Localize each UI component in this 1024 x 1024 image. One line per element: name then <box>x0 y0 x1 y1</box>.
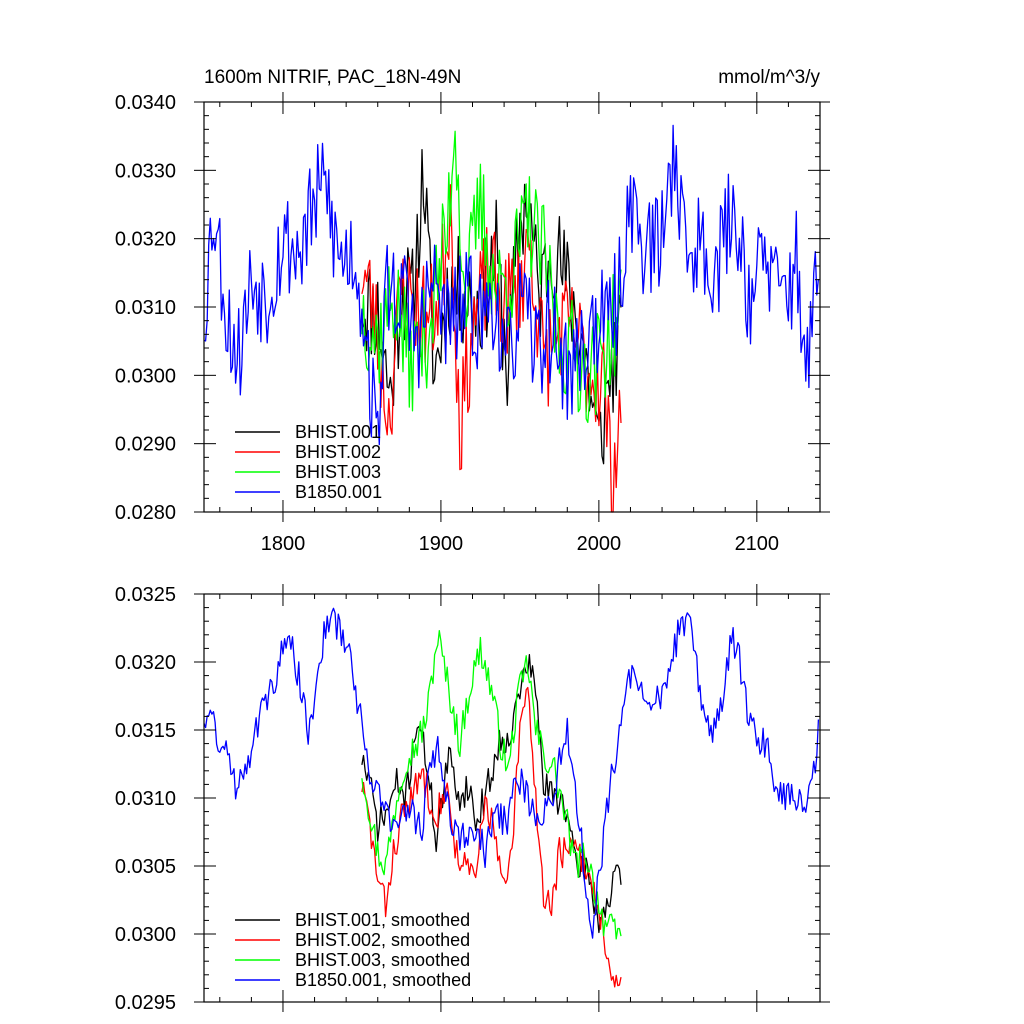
x-tick-label: 1900 <box>419 533 464 555</box>
y-tick-label: 0.0300 <box>115 924 176 946</box>
y-tick-label: 0.0300 <box>115 365 176 387</box>
y-tick-label: 0.0320 <box>115 652 176 674</box>
legend-label: BHIST.002 <box>295 442 381 462</box>
y-tick-label: 0.0340 <box>115 92 176 114</box>
y-tick-label: 0.0325 <box>115 584 176 606</box>
series-line-smoothed-b1850-001-smoothed <box>203 607 820 939</box>
legend-label: B1850.001, smoothed <box>295 970 471 990</box>
legend-label: BHIST.001 <box>295 422 381 442</box>
y-tick-label: 0.0295 <box>115 992 176 1014</box>
top-panel: 1800 1900 2000 2100 0.0280 0.0290 0.0300 0.0310… <box>115 92 830 555</box>
legend-label: BHIST.001, smoothed <box>295 910 470 930</box>
y-tick-label: 0.0280 <box>115 502 176 524</box>
series-line-raw-bhist-002 <box>361 184 622 513</box>
bottom-panel: 0.0295 0.0300 0.0305 0.0310 0.0315 0.0320 0.03… <box>115 584 830 1014</box>
chart-units: mmol/m^3/y <box>718 67 820 88</box>
y-tick-label: 0.0290 <box>115 434 176 456</box>
series-line-raw-b1850-001 <box>203 124 820 446</box>
chart-title: 1600m NITRIF, PAC_18N-49N <box>204 67 461 88</box>
legend-label: BHIST.003, smoothed <box>295 950 470 970</box>
legend-label: B1850.001 <box>295 482 382 502</box>
x-tick-label: 2100 <box>735 533 780 555</box>
y-tick-label: 0.0310 <box>115 297 176 319</box>
series-line-smoothed-bhist-003-smoothed <box>361 630 622 940</box>
y-tick-label: 0.0310 <box>115 788 176 810</box>
y-tick-label: 0.0330 <box>115 160 176 182</box>
legend-label: BHIST.002, smoothed <box>295 930 470 950</box>
x-tick-label: 1800 <box>261 533 306 555</box>
y-tick-label: 0.0315 <box>115 720 176 742</box>
y-tick-label: 0.0305 <box>115 856 176 878</box>
y-tick-label: 0.0320 <box>115 229 176 251</box>
x-tick-label: 2000 <box>577 533 622 555</box>
series-line-smoothed-bhist-001-smoothed <box>361 654 622 934</box>
legend-label: BHIST.003 <box>295 462 381 482</box>
